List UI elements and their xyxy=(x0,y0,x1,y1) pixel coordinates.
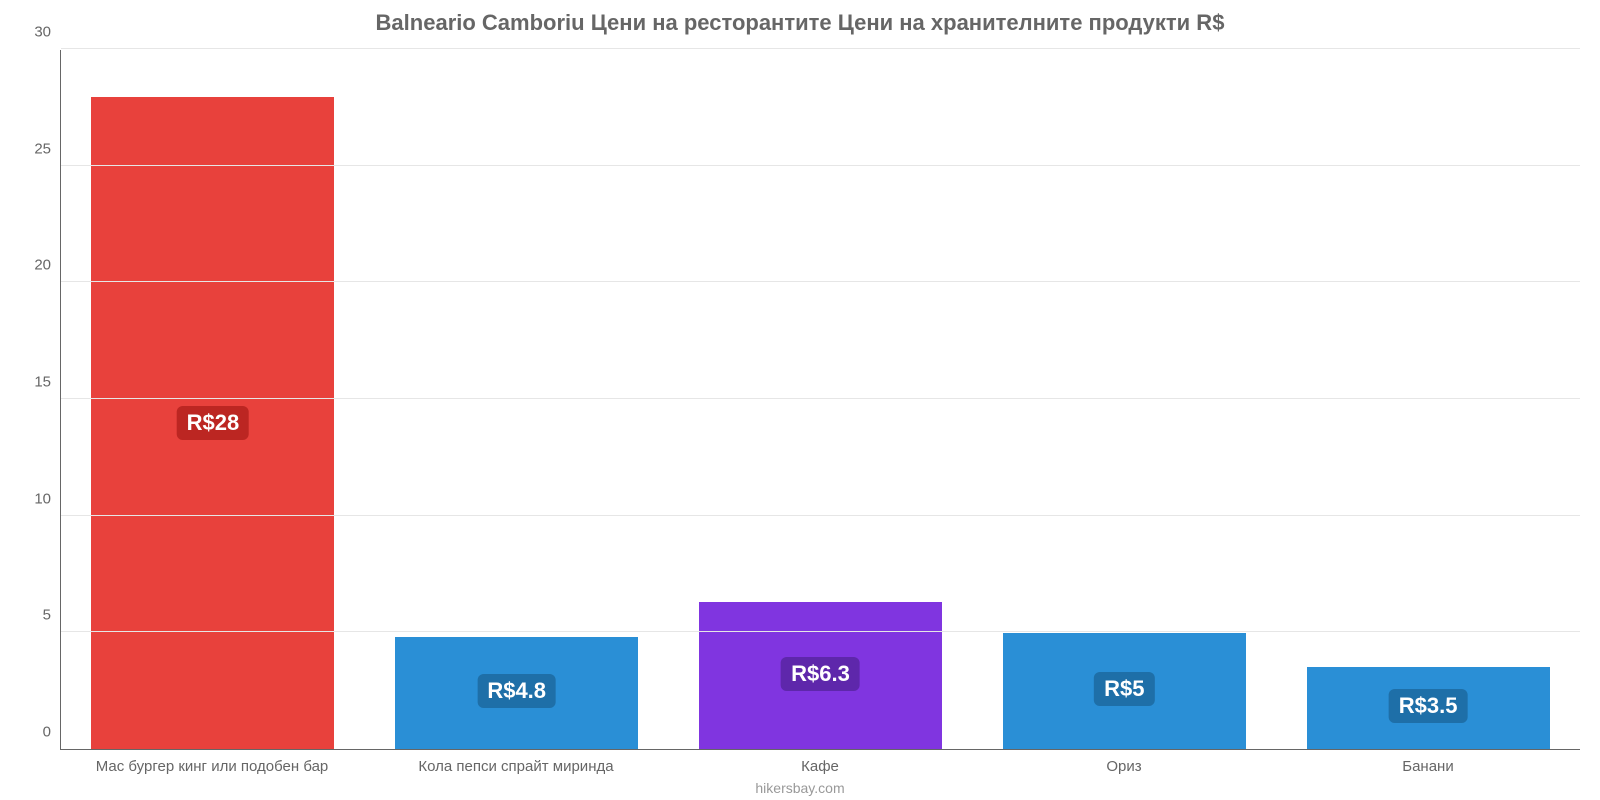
attribution-text: hikersbay.com xyxy=(0,780,1600,796)
bars-group: R$28 R$4.8 R$6.3 R$5 R$3.5 xyxy=(61,50,1580,749)
x-tick-label: Кола пепси спрайт миринда xyxy=(364,752,668,775)
y-tick-label: 10 xyxy=(34,490,61,507)
y-tick-label: 0 xyxy=(43,724,61,741)
gridline xyxy=(61,398,1580,399)
bar-value-label: R$4.8 xyxy=(477,674,556,708)
bar-value-label: R$5 xyxy=(1094,672,1154,706)
bar-value-label: R$28 xyxy=(177,406,250,440)
x-axis-labels: Мас бургер кинг или подобен барКола пепс… xyxy=(60,752,1580,775)
bar: R$5 xyxy=(1003,633,1246,750)
bar-slot: R$5 xyxy=(972,50,1276,749)
bar: R$4.8 xyxy=(395,637,638,749)
gridline xyxy=(61,281,1580,282)
y-tick-label: 15 xyxy=(34,374,61,391)
bar-slot: R$28 xyxy=(61,50,365,749)
bar: R$3.5 xyxy=(1307,667,1550,749)
y-tick-label: 20 xyxy=(34,257,61,274)
bar: R$6.3 xyxy=(699,602,942,749)
y-tick-label: 30 xyxy=(34,24,61,41)
x-tick-label: Ориз xyxy=(972,752,1276,775)
x-tick-label: Кафе xyxy=(668,752,972,775)
bar-slot: R$3.5 xyxy=(1276,50,1580,749)
bar-slot: R$4.8 xyxy=(365,50,669,749)
y-tick-label: 25 xyxy=(34,140,61,157)
chart-container: Balneario Camboriu Цени на ресторантите … xyxy=(0,0,1600,800)
gridline xyxy=(61,165,1580,166)
bar-value-label: R$6.3 xyxy=(781,657,860,691)
gridline xyxy=(61,631,1580,632)
plot-area: R$28R$4.8R$6.3R$5R$3.5 051015202530 xyxy=(60,50,1580,750)
x-tick-label: Мас бургер кинг или подобен бар xyxy=(60,752,364,775)
gridline xyxy=(61,515,1580,516)
chart-title: Balneario Camboriu Цени на ресторантите … xyxy=(0,10,1600,36)
bar: R$28 xyxy=(91,97,334,749)
y-tick-label: 5 xyxy=(43,607,61,624)
gridline xyxy=(61,48,1580,49)
x-tick-label: Банани xyxy=(1276,752,1580,775)
bar-slot: R$6.3 xyxy=(669,50,973,749)
bar-value-label: R$3.5 xyxy=(1389,689,1468,723)
